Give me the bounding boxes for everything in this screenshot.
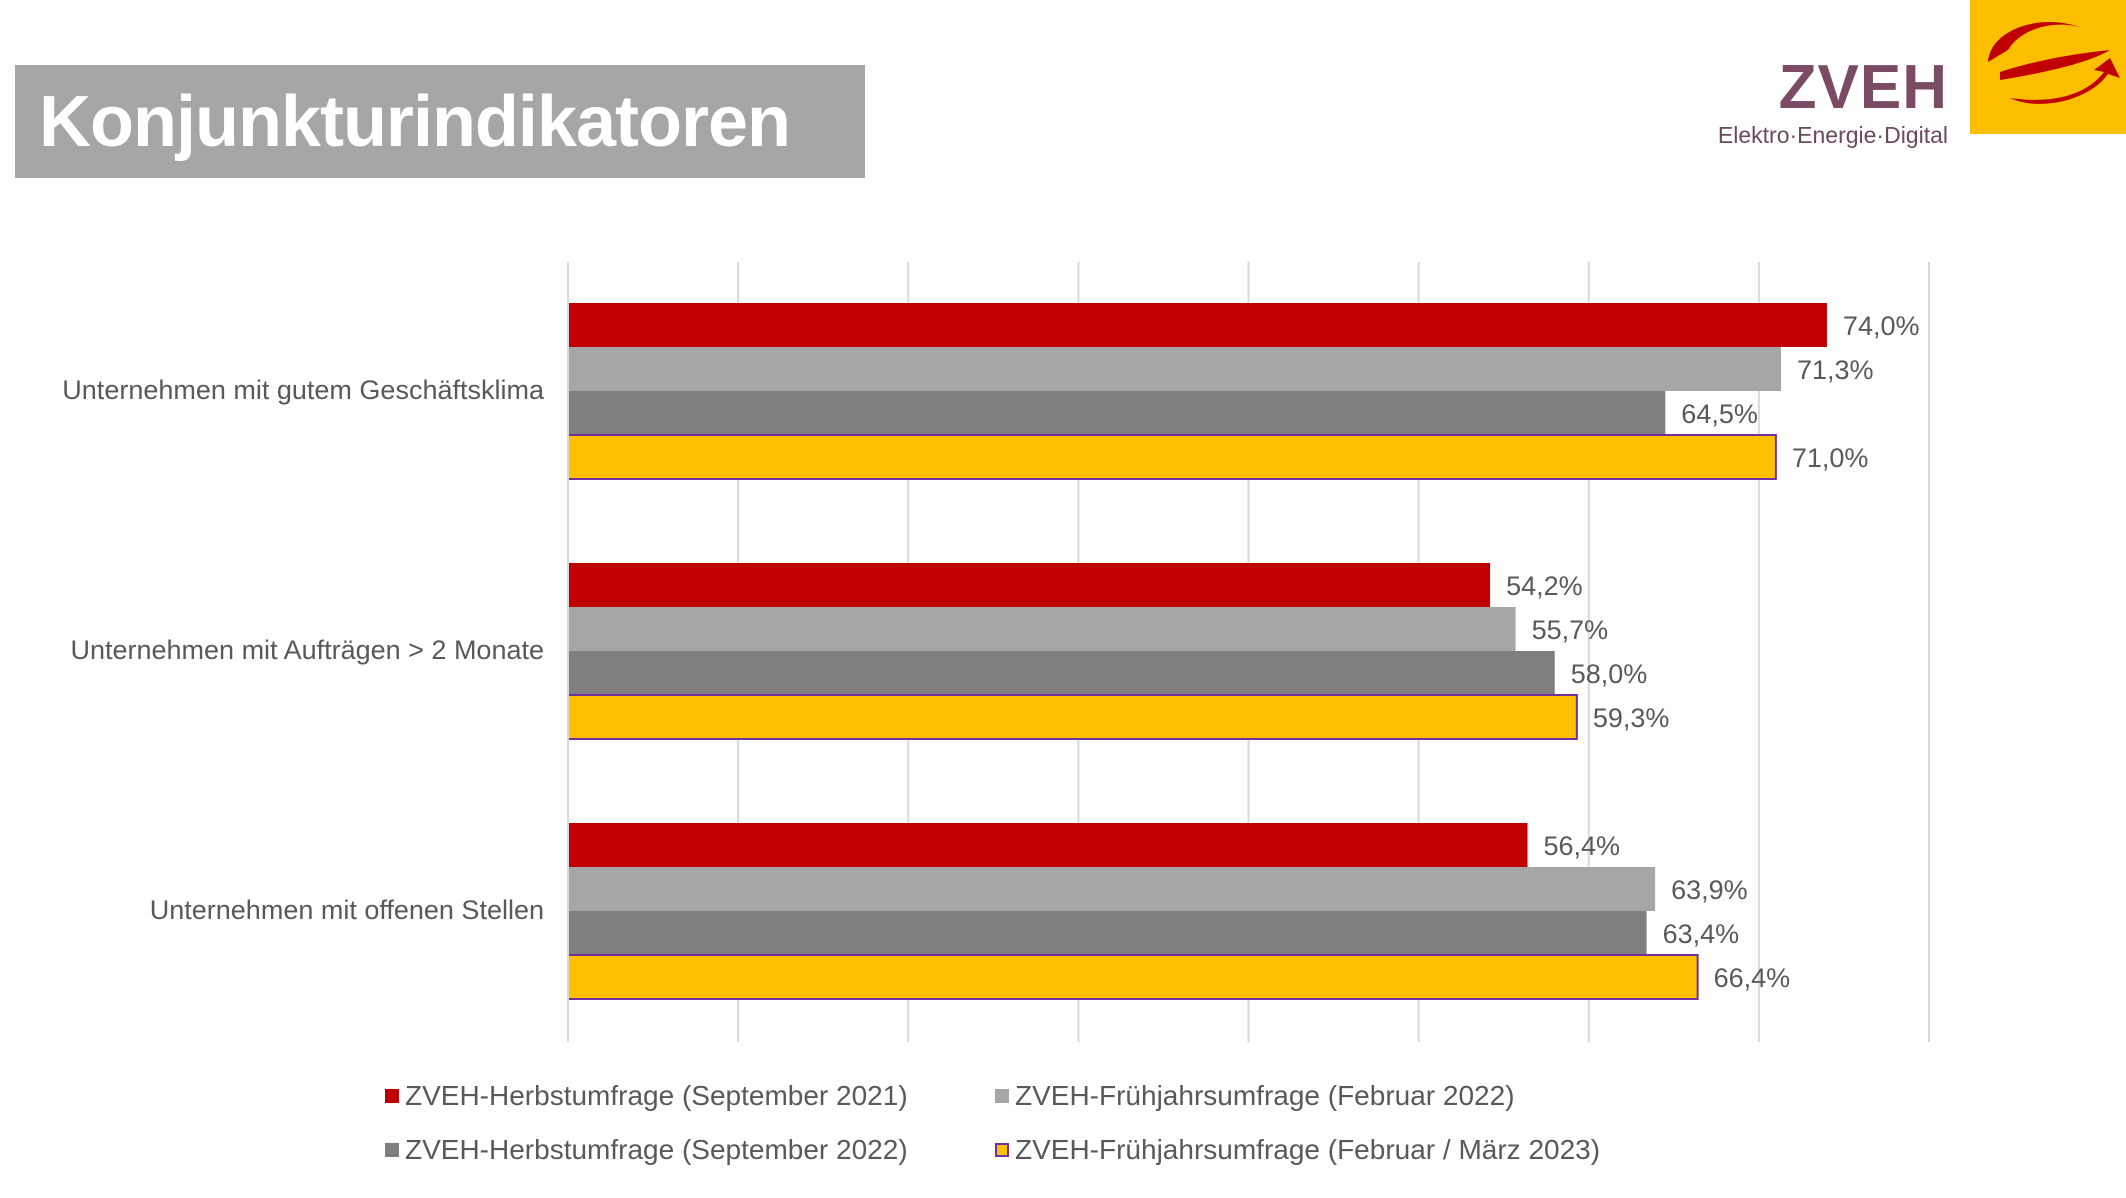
bar (568, 347, 1781, 391)
legend-item-series-1: ZVEH-Herbstumfrage (September 2021) (385, 1080, 995, 1112)
bar (568, 823, 1528, 867)
bar (568, 303, 1827, 347)
data-label: 64,5% (1681, 399, 1758, 429)
legend-item-series-4: ZVEH-Frühjahrsumfrage (Februar / März 20… (995, 1134, 1685, 1166)
data-label: 58,0% (1571, 659, 1648, 689)
bar (568, 867, 1656, 911)
data-label: 63,9% (1671, 875, 1748, 905)
bar (568, 651, 1555, 695)
legend-swatch (995, 1089, 1009, 1103)
page-title: Konjunkturindikatoren (39, 81, 791, 162)
bar (567, 694, 1578, 740)
legend-item-series-2: ZVEH-Frühjahrsumfrage (Februar 2022) (995, 1080, 1685, 1112)
legend-item-series-3: ZVEH-Herbstumfrage (September 2022) (385, 1134, 995, 1166)
legend-swatch (385, 1089, 399, 1103)
data-label: 55,7% (1532, 615, 1609, 645)
legend-label: ZVEH-Frühjahrsumfrage (Februar 2022) (1015, 1080, 1515, 1111)
logo-tagline: Elektro·Energie·Digital (1717, 122, 1948, 148)
data-label: 56,4% (1544, 831, 1621, 861)
data-label: 54,2% (1506, 571, 1583, 601)
bar (567, 954, 1699, 1000)
category-label: Unternehmen mit gutem Geschäftsklima (62, 375, 545, 405)
category-label: Unternehmen mit offenen Stellen (150, 895, 544, 925)
bar (568, 391, 1666, 435)
data-label: 66,4% (1714, 963, 1791, 993)
data-label: 63,4% (1663, 919, 1740, 949)
legend-label: ZVEH-Herbstumfrage (September 2022) (405, 1134, 908, 1165)
legend-label: ZVEH-Herbstumfrage (September 2021) (405, 1080, 908, 1111)
zveh-logo: ZVEH Elektro·Energie·Digital (1718, 55, 1948, 149)
bar (568, 911, 1647, 955)
bar (567, 434, 1777, 480)
legend-swatch (995, 1143, 1009, 1157)
legend-label: ZVEH-Frühjahrsumfrage (Februar / März 20… (1015, 1134, 1601, 1165)
data-label: 74,0% (1843, 311, 1920, 341)
category-label: Unternehmen mit Aufträgen > 2 Monate (70, 635, 544, 665)
bar (568, 607, 1516, 651)
data-label: 71,3% (1797, 355, 1874, 385)
chart-legend: ZVEH-Herbstumfrage (September 2021) ZVEH… (385, 1080, 1685, 1166)
bar-chart: 74,0% 71,3% 64,5% 71,0% Unternehmen mit gute… (62, 262, 1930, 1042)
legend-swatch (385, 1143, 399, 1157)
logo-name: ZVEH (1778, 53, 1948, 122)
data-label: 59,3% (1593, 703, 1670, 733)
zveh-e-mark-icon (1970, 0, 2126, 134)
bar (568, 563, 1491, 607)
title-banner: Konjunkturindikatoren (15, 65, 865, 178)
data-label: 71,0% (1792, 443, 1869, 473)
